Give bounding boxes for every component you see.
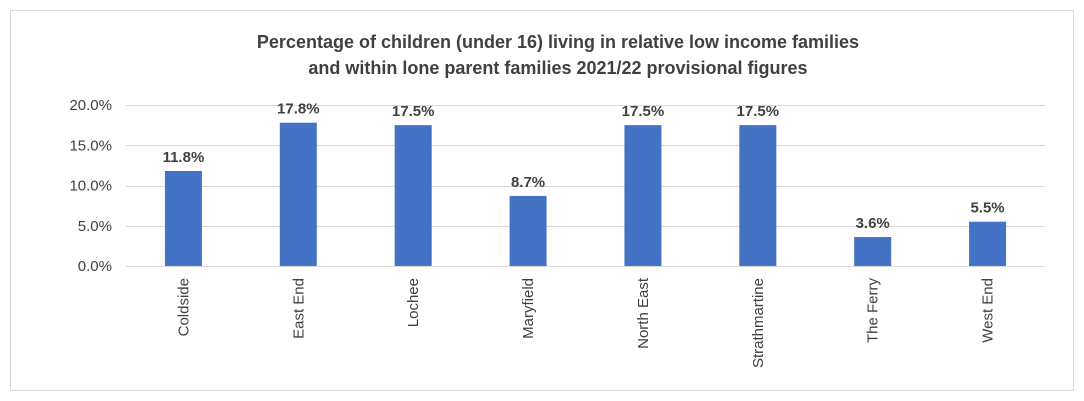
category-label: Maryfield (520, 278, 537, 339)
chart-title-line-1: Percentage of children (under 16) living… (257, 32, 859, 52)
bar (969, 221, 1007, 266)
bar (624, 125, 662, 266)
y-tick-label: 20.0% (69, 97, 112, 114)
category-label: The Ferry (865, 278, 882, 344)
category-label: Lochee (405, 278, 422, 327)
bar (394, 125, 432, 266)
y-axis-ticks: 0.0% 5.0% 10.0% 15.0% 20.0% (69, 97, 112, 275)
y-tick-label: 15.0% (69, 137, 112, 154)
y-tick-label: 0.0% (78, 258, 112, 275)
x-axis-categories: Coldside East End Lochee Maryfield North Eas… (175, 277, 996, 368)
bar (279, 122, 317, 267)
data-label: 17.5% (737, 103, 780, 120)
data-label: 5.5% (970, 200, 1004, 217)
data-label: 17.5% (622, 103, 665, 120)
category-label: West End (980, 278, 997, 343)
data-label: 3.6% (856, 215, 890, 232)
bars (164, 122, 1007, 267)
data-label: 11.8% (163, 149, 205, 166)
bar (739, 125, 777, 266)
data-label: 17.5% (392, 103, 435, 120)
data-label: 17.8% (277, 101, 320, 118)
category-label: North East (635, 277, 652, 349)
data-label: 8.7% (511, 174, 545, 191)
category-label: Strathmartine (750, 278, 767, 368)
category-label: Coldside (175, 278, 192, 336)
data-labels: 11.8% 17.8% 17.5% 8.7% 17.5% 17.5% 3.6% 5.5% (163, 101, 1005, 232)
bar (164, 171, 202, 266)
bar (509, 195, 547, 266)
category-label: East End (290, 278, 307, 339)
y-tick-label: 10.0% (69, 178, 112, 195)
bar (854, 237, 892, 266)
chart-title-line-2: and within lone parent families 2021/22 … (308, 58, 807, 78)
gridlines (126, 105, 1045, 267)
y-tick-label: 5.0% (78, 218, 112, 235)
